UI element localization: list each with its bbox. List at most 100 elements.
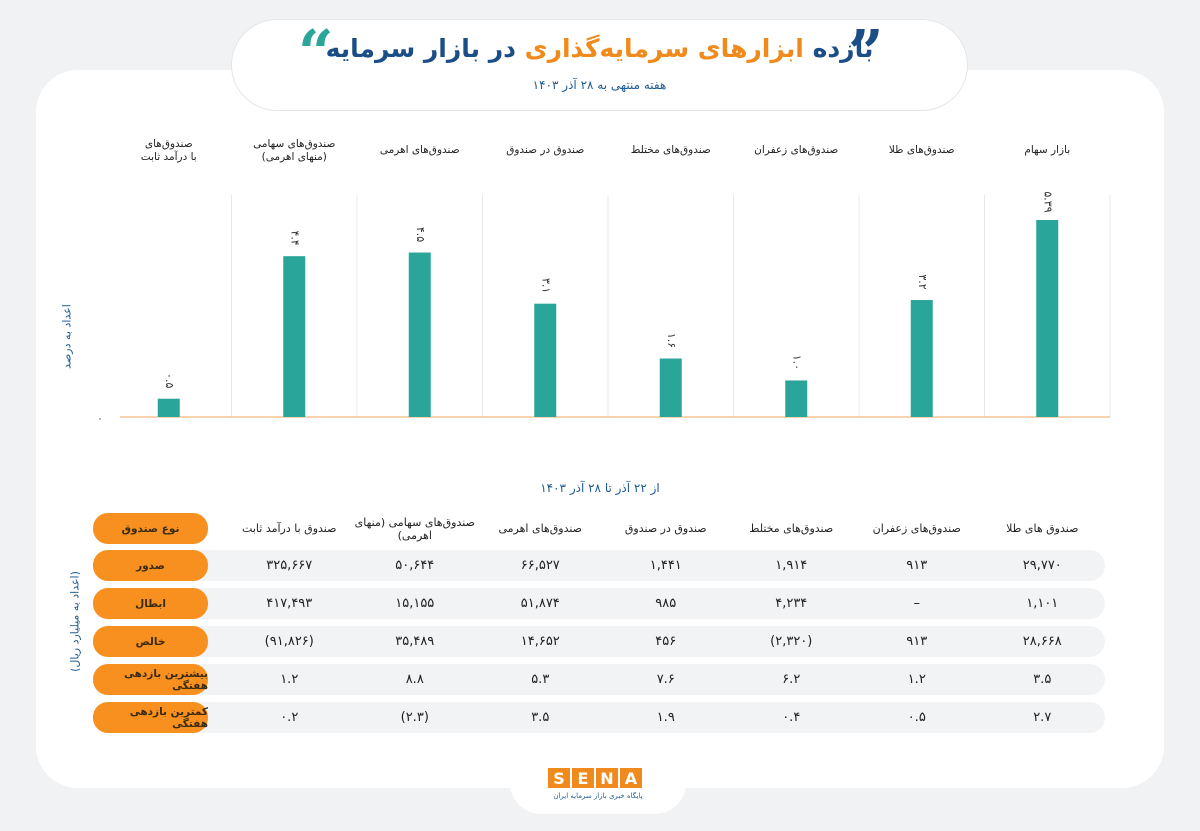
table-cell: ۴۱۷,۴۹۳ — [266, 596, 313, 611]
category-label: (منهای اهرمی) — [262, 151, 327, 163]
table-caption: از ۲۲ آذر تا ۲۸ آذر ۱۴۰۳ — [540, 481, 660, 495]
category-label: صندوق‌های — [145, 138, 193, 150]
category-label: صندوق‌های اهرمی — [380, 144, 460, 156]
bar-value-label: ۱.۶ — [665, 333, 678, 348]
column-header: صندوق‌های زعفران — [872, 522, 961, 535]
category-label: بازار سهام — [1024, 144, 1070, 156]
page-subtitle: هفته منتهی به ۲۸ آذر ۱۴۰۳ — [532, 78, 667, 92]
category-label: صندوق‌های سهامی — [253, 138, 335, 150]
table-cell: ۹۱۳ — [906, 558, 928, 573]
bar — [283, 256, 306, 417]
category-label: صندوق‌های مختلط — [631, 144, 711, 156]
table-cell: ۹۱۳ — [906, 634, 928, 649]
y-tick-zero: ۰ — [97, 412, 103, 425]
table-row: کمترین بازدهی هفتگی ۲.۷ ۰.۵ ۰.۴ ۱.۹ ۳.۵ (۲.۳) ۰… — [93, 702, 1105, 733]
table-cell: ۱,۹۱۴ — [775, 558, 808, 573]
table-cell: ۱,۴۴۱ — [649, 558, 682, 573]
logo-letter: N — [596, 768, 618, 788]
row-background — [93, 550, 1105, 581]
table-cell: ۵۰,۶۴۴ — [395, 558, 435, 573]
header-label: نوع صندوق — [93, 513, 208, 544]
table-cell: ۱.۹ — [656, 710, 675, 725]
row-background — [93, 588, 1105, 619]
table-cell: ۱۴,۶۵۲ — [520, 634, 560, 649]
table-row: خالص ۲۸,۶۶۸ ۹۱۳ (۲,۳۲۰) ۴۵۶ ۱۴,۶۵۲ ۳۵,۴۸۹ (۹۱,۸… — [93, 626, 1105, 657]
bar-value-label: ۴.۴ — [288, 231, 301, 246]
bar-value-label: ۰.۵ — [163, 373, 176, 388]
quote-mark-right-icon: ” — [848, 16, 884, 89]
column-header: صندوق‌های سهامی (منهای اهرمی) — [354, 515, 475, 542]
row-label: خالص — [93, 626, 208, 657]
table-cell: ۲.۷ — [1033, 710, 1052, 725]
row-label: صدور — [93, 550, 208, 581]
table-unit-label: (اعداد به میلیارد ریال) — [68, 571, 82, 672]
table-cell: ۷.۶ — [656, 672, 675, 687]
table-cell: ۶.۲ — [782, 672, 801, 687]
table-cell: ۰.۵ — [907, 710, 926, 725]
table-cell: ۱.۲ — [280, 672, 299, 687]
row-label: کمترین بازدهی هفتگی — [93, 702, 208, 733]
bar — [534, 303, 557, 417]
bar-value-label: ۱.۰ — [790, 355, 803, 370]
column-header: صندوق های طلا — [1006, 522, 1079, 535]
column-header: صندوق در صندوق — [624, 522, 707, 535]
bar — [910, 300, 933, 417]
bar — [1036, 220, 1059, 417]
table-cell: ۲۹,۷۷۰ — [1022, 558, 1062, 573]
row-label: بیشترین بازدهی هفتگی — [93, 664, 208, 695]
y-axis-label: اعداد به درصد — [60, 304, 74, 369]
bar — [659, 358, 682, 417]
table-cell: ۳.۵ — [1033, 672, 1052, 687]
bar-value-label: ۳.۲ — [916, 274, 929, 289]
table-cell: (۲,۳۲۰) — [770, 634, 813, 649]
row-background — [93, 626, 1105, 657]
table-cell: ۳۵,۴۸۹ — [395, 634, 435, 649]
quote-mark-left-icon: “ — [298, 16, 334, 89]
table-cell: ۳.۵ — [531, 710, 550, 725]
table-cell: ۱۵,۱۵۵ — [395, 596, 435, 611]
table-row: صدور ۲۹,۷۷۰ ۹۱۳ ۱,۹۱۴ ۱,۴۴۱ ۶۶,۵۲۷ ۵۰,۶۴۴ ۳۲۵,۶… — [93, 550, 1105, 581]
bar — [408, 252, 431, 417]
column-header: صندوق‌های مختلط — [749, 522, 834, 535]
title-banner: بازده ابزارهای سرمایه‌گذاری در بازار سرم… — [232, 20, 967, 110]
row-background — [93, 664, 1105, 695]
logo-letter: A — [620, 768, 642, 788]
row-background — [93, 702, 1105, 733]
table-cell: ۹۸۵ — [655, 596, 677, 611]
category-label: صندوق‌های زعفران — [754, 144, 838, 156]
bar — [157, 398, 180, 417]
table-cell: (۹۱,۸۲۶) — [264, 634, 314, 649]
table-cell: ۴۵۶ — [655, 634, 677, 649]
category-label: صندوق در صندوق — [506, 144, 584, 156]
bar — [785, 380, 808, 417]
page-title: بازده ابزارهای سرمایه‌گذاری در بازار سرم… — [232, 34, 967, 63]
title-part1: بازده — [812, 34, 874, 63]
bar-value-label: ۵.۳۹ — [1041, 191, 1054, 212]
table-row: ابطال ۱,۱۰۱ – ۴,۲۳۴ ۹۸۵ ۵۱,۸۷۴ ۱۵,۱۵۵ ۴۱۷,۴۹۳ — [93, 588, 1105, 619]
table-cell: (۲.۳) — [400, 710, 429, 725]
bar-value-label: ۳.۱ — [539, 278, 552, 293]
row-label: ابطال — [93, 588, 208, 619]
logo-subtitle: پایگاه خبری بازار سرمایه ایران — [553, 792, 643, 800]
table-cell: ۸.۸ — [405, 672, 424, 687]
table-cell: ۰.۴ — [782, 710, 801, 725]
table-cell: ۵.۳ — [531, 672, 550, 687]
table-cell: ۳۲۵,۶۶۷ — [266, 558, 313, 573]
table-cell: – — [913, 596, 921, 611]
bar-value-label: ۴.۵ — [414, 227, 427, 242]
table-cell: ۲۸,۶۶۸ — [1022, 634, 1062, 649]
table-row: بیشترین بازدهی هفتگی ۳.۵ ۱.۲ ۶.۲ ۷.۶ ۵.۳ ۸.۸ ۱.… — [93, 664, 1105, 695]
table-cell: ۱.۲ — [907, 672, 926, 687]
logo-letter: S — [548, 768, 570, 788]
column-header: صندوق با درآمد ثابت — [242, 522, 337, 535]
column-header: صندوق‌های اهرمی — [498, 522, 583, 535]
table-cell: ۶۶,۵۲۷ — [520, 558, 560, 573]
table-cell: ۴,۲۳۴ — [775, 596, 808, 611]
category-label: با درآمد ثابت — [141, 150, 197, 163]
title-part2: در بازار سرمایه — [325, 34, 516, 63]
category-label: صندوق‌های طلا — [889, 144, 955, 156]
logo-letter: E — [572, 768, 594, 788]
